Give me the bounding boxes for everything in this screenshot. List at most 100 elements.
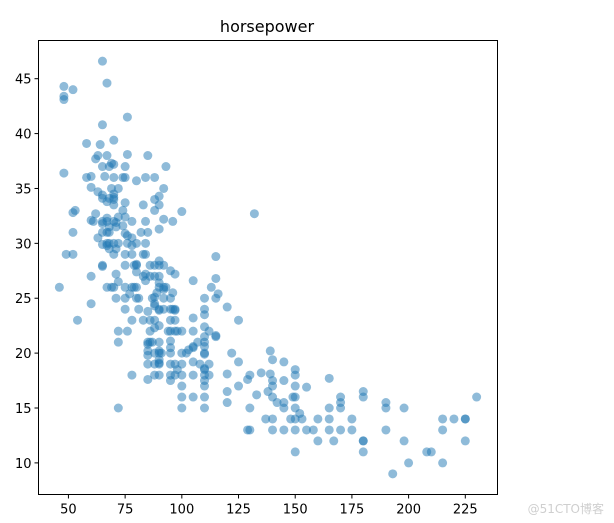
data-point	[150, 292, 160, 302]
data-point	[141, 216, 151, 226]
data-point	[336, 425, 346, 435]
data-point	[138, 315, 148, 325]
data-point	[177, 403, 187, 413]
data-point	[249, 209, 259, 219]
data-point	[336, 398, 346, 408]
data-point	[120, 260, 130, 270]
data-point	[279, 425, 289, 435]
x-tick-label: 225	[453, 503, 478, 518]
data-point	[120, 282, 130, 292]
data-point	[288, 392, 298, 402]
data-point	[127, 370, 137, 380]
data-point	[59, 91, 69, 101]
data-point	[100, 171, 110, 181]
y-axis: 10 15 20 25 30 35 40 45	[15, 73, 39, 472]
data-point	[472, 392, 482, 402]
data-point	[163, 326, 173, 336]
data-point	[213, 289, 223, 299]
data-point	[295, 408, 305, 418]
data-point	[165, 359, 175, 369]
data-point	[324, 373, 334, 383]
data-point	[86, 182, 96, 192]
data-point	[113, 183, 123, 193]
data-point	[200, 293, 210, 303]
data-point	[302, 382, 312, 392]
data-point	[97, 162, 107, 172]
data-point	[104, 227, 114, 237]
data-point	[86, 171, 96, 181]
data-point	[188, 357, 198, 367]
data-point	[188, 392, 198, 402]
data-point	[127, 249, 137, 259]
data-point	[211, 332, 221, 342]
data-point	[120, 212, 130, 222]
data-point	[127, 315, 137, 325]
data-point	[177, 392, 187, 402]
data-point	[59, 81, 69, 91]
data-point	[97, 120, 107, 130]
data-point	[188, 326, 198, 336]
data-point	[159, 293, 169, 303]
data-point	[170, 326, 180, 336]
x-tick-label: 150	[283, 503, 308, 518]
data-point	[109, 172, 119, 182]
y-tick-label: 30	[15, 237, 32, 252]
data-point	[143, 350, 153, 360]
data-point	[165, 343, 175, 353]
data-point	[272, 398, 282, 408]
data-point	[422, 447, 432, 457]
data-point	[54, 282, 64, 292]
y-tick-label: 10	[15, 457, 32, 472]
data-point	[268, 414, 278, 424]
data-point	[113, 326, 123, 336]
data-point	[113, 212, 123, 222]
data-point	[252, 390, 262, 400]
data-point	[177, 207, 187, 217]
data-point	[313, 436, 323, 446]
data-point	[460, 414, 470, 424]
plot-frame	[38, 40, 498, 495]
data-point	[93, 233, 103, 243]
data-point	[279, 398, 289, 408]
data-point	[113, 277, 123, 287]
x-axis: 50 75 100 125 150 175 200 225	[60, 494, 478, 518]
data-point	[227, 348, 237, 358]
data-point	[200, 392, 210, 402]
data-point	[150, 301, 160, 311]
data-point	[347, 425, 357, 435]
data-point	[102, 282, 112, 292]
data-point	[120, 162, 130, 172]
data-point	[86, 215, 96, 225]
data-point	[113, 238, 123, 248]
data-point	[141, 249, 151, 259]
data-point	[97, 56, 107, 66]
data-point	[234, 315, 244, 325]
data-point	[200, 342, 210, 352]
data-point	[150, 194, 160, 204]
data-point	[200, 310, 210, 320]
data-point	[290, 365, 300, 375]
data-point	[154, 224, 164, 234]
data-point	[61, 249, 71, 259]
data-point	[134, 293, 144, 303]
data-point	[308, 425, 318, 435]
data-point	[265, 369, 275, 379]
x-tick-label: 200	[396, 503, 421, 518]
data-point	[438, 425, 448, 435]
data-point	[154, 337, 164, 347]
data-point	[109, 135, 119, 145]
y-tick-label: 35	[15, 182, 32, 197]
data-point	[358, 392, 368, 402]
data-point	[86, 299, 96, 309]
data-point	[200, 376, 210, 386]
data-point	[120, 249, 130, 259]
data-point	[154, 346, 164, 356]
data-point	[104, 162, 114, 172]
data-point	[279, 376, 289, 386]
data-point	[95, 140, 105, 150]
data-point	[170, 305, 180, 315]
data-point	[127, 216, 137, 226]
data-point	[111, 293, 121, 303]
data-point	[200, 349, 210, 359]
